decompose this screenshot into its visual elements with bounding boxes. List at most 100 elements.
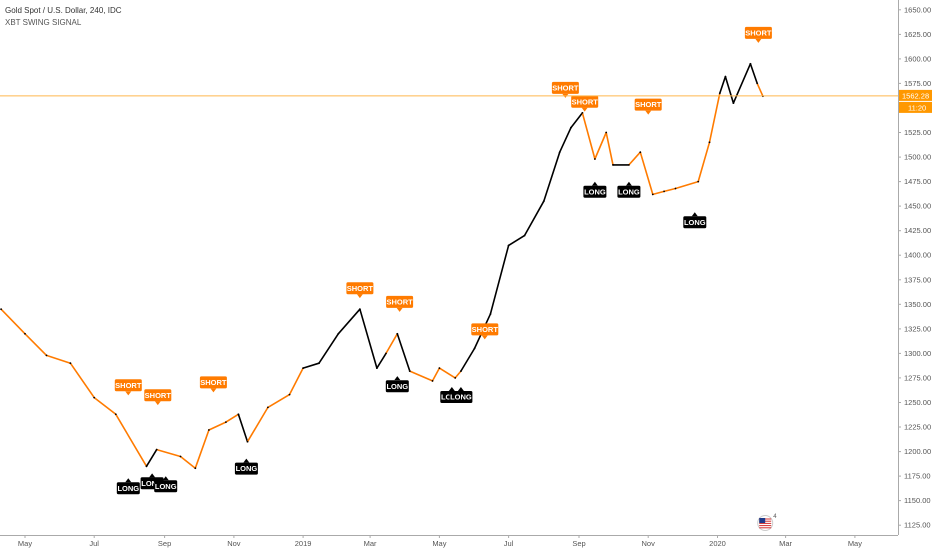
price-point — [302, 367, 304, 369]
short-signal[interactable]: SHORT — [744, 26, 772, 43]
long-signal[interactable]: LONG — [583, 181, 607, 198]
price-segment — [69, 362, 95, 399]
time-axis[interactable]: May Jul Sep Nov 2019 Mar May Jul Sep Nov 2020 Mar Ma… — [0, 535, 898, 548]
signal-badge — [154, 480, 178, 493]
price-point — [594, 158, 596, 160]
signal-annotations: SHORTSHORTSHORTSHORTSHORTSHORTSHORTSHORT… — [114, 26, 772, 495]
price-segment — [594, 131, 608, 160]
price-tick-label: 1625.00 — [904, 30, 931, 39]
current-price-bg — [899, 89, 932, 101]
price-tick-label: 1350.00 — [904, 300, 931, 309]
time-tick-label: May — [18, 539, 32, 548]
price-segment — [237, 413, 249, 443]
price-segment — [523, 200, 545, 237]
price-segment — [628, 151, 642, 166]
price-tick-label: 1275.00 — [904, 373, 931, 382]
price-segment — [155, 448, 182, 458]
price-tick-label: 1400.00 — [904, 251, 931, 260]
price-point — [438, 367, 441, 369]
price-point — [237, 413, 240, 416]
short-signal[interactable]: SHORT — [346, 282, 373, 299]
long-signal[interactable]: LONG — [234, 458, 258, 475]
price-segment — [605, 131, 614, 166]
current-price-label: 1562.28 — [902, 92, 929, 101]
short-signal[interactable]: SHORT — [144, 389, 172, 406]
signal-label: SHORT — [386, 298, 413, 307]
price-segment — [749, 62, 759, 85]
price-point — [507, 244, 510, 247]
price-tick-label: 1125.00 — [904, 521, 931, 530]
short-signal[interactable]: SHORT — [634, 98, 662, 115]
price-segment — [489, 244, 510, 315]
signal-pointer — [755, 38, 762, 43]
price-point — [697, 180, 700, 183]
signal-badge — [144, 389, 172, 402]
price-point — [542, 200, 545, 203]
current-price-badge: 1562.28 11:20 — [899, 89, 932, 113]
time-tick-label: Nov — [642, 539, 656, 548]
long-signal[interactable]: LONG — [154, 476, 178, 493]
price-segment — [674, 180, 700, 190]
price-segment — [359, 308, 378, 369]
signal-pointer — [581, 107, 588, 112]
signal-badge — [234, 462, 258, 475]
indicator-title: XBT SWING SIGNAL — [5, 18, 82, 27]
price-segment — [385, 332, 399, 355]
us-flag-icon[interactable]: 4 — [757, 514, 778, 531]
time-tick-label: May — [432, 539, 446, 548]
flag-day-label: 4 — [773, 514, 777, 520]
price-segment — [24, 332, 48, 357]
price-tick-label: 1150.00 — [904, 496, 931, 505]
countdown-label: 11:20 — [908, 104, 926, 113]
short-signal[interactable]: SHORT — [114, 379, 142, 396]
price-point — [651, 193, 654, 196]
price-point — [460, 370, 462, 372]
signal-label: SHORT — [745, 29, 772, 38]
signal-pointer — [448, 386, 455, 391]
price-point — [408, 370, 411, 372]
signal-label: SHORT — [572, 97, 599, 106]
signal-pointer — [154, 401, 161, 406]
price-point — [396, 332, 399, 335]
long-signal[interactable]: LONG — [449, 386, 473, 403]
signal-label: LONG — [141, 479, 163, 488]
price-point — [288, 393, 291, 396]
signal-badge — [449, 391, 473, 403]
long-signal[interactable]: LONG — [683, 212, 707, 229]
signal-label: SHORT — [552, 84, 579, 93]
signal-pointer — [125, 391, 132, 396]
price-segment — [438, 367, 457, 379]
time-tick-label: Mar — [364, 539, 377, 548]
price-segment — [663, 187, 677, 193]
signal-label: SHORT — [115, 381, 142, 390]
signal-label: SHORT — [200, 378, 227, 387]
short-signal[interactable]: SHORT — [471, 323, 499, 340]
time-tick-label: May — [848, 539, 862, 548]
price-segment — [45, 354, 72, 365]
price-point — [663, 190, 665, 193]
long-signal[interactable]: LONG — [116, 478, 140, 495]
short-signal[interactable]: SHORT — [571, 95, 599, 112]
price-segment — [697, 141, 711, 183]
long-signal[interactable]: LONG — [385, 376, 409, 393]
price-point — [628, 164, 630, 166]
short-signal[interactable]: SHORT — [199, 376, 227, 393]
price-segment — [724, 75, 735, 104]
price-point — [69, 362, 72, 365]
price-point — [639, 151, 642, 154]
signal-pointer — [625, 181, 632, 186]
price-tick-label: 1325.00 — [904, 324, 931, 333]
time-tick-label: 2020 — [709, 539, 726, 548]
price-segment — [288, 367, 304, 396]
price-tick-label: 1525.00 — [904, 128, 931, 137]
signal-label: SHORT — [472, 325, 499, 334]
long-signal[interactable]: LONG — [617, 181, 641, 198]
short-signal[interactable]: SHORT — [386, 295, 413, 312]
signal-label: LONG — [117, 484, 139, 493]
signal-badge — [583, 185, 607, 198]
price-series — [0, 62, 764, 470]
signal-badge — [471, 323, 499, 336]
price-axis[interactable]: 1650.001625.001600.001575.001550.001525.… — [898, 0, 932, 535]
price-point — [45, 354, 48, 357]
